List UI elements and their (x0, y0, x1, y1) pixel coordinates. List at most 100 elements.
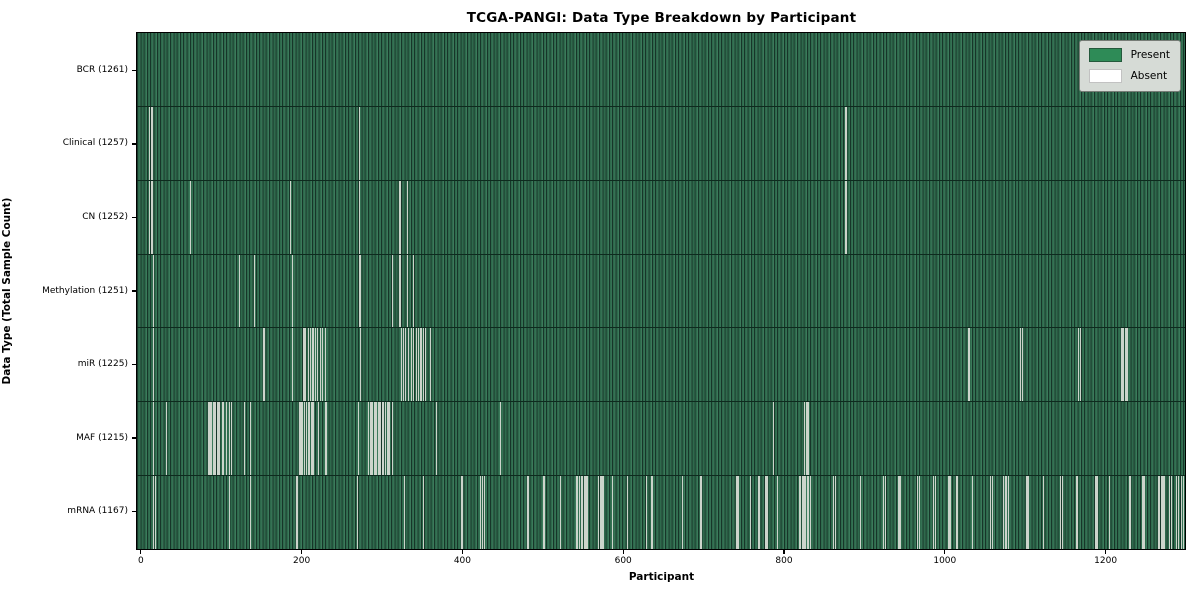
absent-mark (378, 402, 380, 476)
absent-mark (807, 402, 809, 476)
absent-mark (153, 254, 155, 328)
absent-mark (312, 402, 314, 476)
legend-swatch-present (1088, 48, 1122, 62)
absent-mark (408, 328, 410, 402)
absent-mark (627, 476, 629, 550)
absent-mark (500, 402, 502, 476)
absent-mark (956, 476, 958, 550)
absent-mark (585, 476, 587, 550)
absent-mark (1079, 328, 1081, 402)
absent-mark (1128, 476, 1130, 550)
y-tick-label: mRNA (1167) (67, 506, 128, 517)
absent-mark (149, 180, 151, 254)
x-tick-label: 0 (137, 556, 144, 566)
absent-mark (211, 402, 213, 476)
absent-mark (1060, 476, 1062, 550)
absent-mark (415, 328, 417, 402)
absent-mark (404, 476, 406, 550)
absent-mark (803, 476, 805, 550)
absent-mark (582, 476, 584, 550)
absent-mark (296, 476, 298, 550)
absent-mark (577, 476, 579, 550)
absent-mark (359, 254, 361, 328)
absent-mark (405, 328, 407, 402)
absent-mark (749, 476, 751, 550)
absent-mark (310, 402, 313, 476)
chart-title: TCGA-PANGI: Data Type Breakdown by Parti… (466, 10, 857, 26)
absent-mark (306, 402, 308, 476)
absent-mark (611, 476, 614, 550)
absent-mark (406, 254, 408, 328)
absent-mark (219, 402, 221, 476)
absent-mark (1077, 328, 1080, 402)
absent-mark (223, 402, 225, 476)
absent-mark (435, 402, 437, 476)
absent-mark (834, 476, 837, 550)
absent-mark (402, 328, 404, 402)
absent-mark (207, 402, 210, 476)
absent-mark (399, 254, 401, 328)
row-band-mir (137, 328, 1185, 403)
absent-mark (479, 476, 482, 550)
x-tick-label: 800 (775, 556, 793, 566)
absent-mark (359, 180, 361, 254)
absent-mark (949, 476, 952, 550)
absent-mark (916, 476, 919, 550)
row-band-bcr (137, 33, 1185, 107)
absent-mark (388, 402, 391, 476)
absent-mark (483, 476, 486, 550)
absent-mark (209, 402, 211, 476)
absent-mark (806, 476, 808, 550)
absent-mark (990, 476, 992, 550)
absent-mark (153, 328, 155, 402)
absent-mark (310, 328, 312, 402)
y-tick-mark (132, 290, 136, 292)
absent-mark (370, 402, 372, 476)
absent-mark (387, 402, 389, 476)
absent-mark (1160, 476, 1163, 550)
x-tick-label: 400 (453, 556, 471, 566)
x-axis-title: Participant (628, 571, 695, 583)
absent-mark (1127, 328, 1129, 402)
absent-mark (153, 402, 155, 476)
absent-mark (575, 476, 577, 550)
absent-mark (304, 328, 306, 402)
absent-mark (759, 476, 761, 550)
absent-mark (190, 180, 192, 254)
plot-area: Present Absent (136, 32, 1186, 550)
absent-mark (399, 180, 401, 254)
x-tick-mark (944, 550, 946, 554)
y-tick-mark (132, 143, 136, 145)
absent-mark (1076, 476, 1078, 550)
absent-mark (1159, 476, 1161, 550)
absent-mark (309, 402, 311, 476)
absent-mark (400, 180, 402, 254)
absent-mark (599, 476, 601, 550)
absent-mark (322, 328, 324, 402)
absent-mark (1042, 476, 1044, 550)
absent-mark (239, 254, 241, 328)
absent-mark (859, 476, 861, 550)
absent-mark (772, 402, 775, 476)
absent-mark (380, 402, 382, 476)
row-bands (137, 33, 1185, 550)
absent-mark (151, 180, 153, 254)
absent-mark (291, 328, 293, 402)
y-tick-label: miR (1225) (77, 359, 128, 370)
absent-mark (971, 476, 973, 550)
absent-mark (410, 328, 412, 402)
absent-mark (417, 328, 420, 402)
absent-mark (933, 476, 935, 550)
y-tick-mark (132, 69, 136, 71)
absent-mark (801, 476, 804, 550)
absent-mark (231, 402, 233, 476)
absent-mark (580, 476, 582, 550)
absent-mark (249, 476, 251, 550)
absent-mark (578, 476, 581, 550)
y-tick-mark (132, 216, 136, 219)
absent-mark (645, 476, 647, 550)
absent-mark (601, 476, 603, 550)
absent-mark (244, 402, 246, 476)
x-tick-mark (301, 550, 303, 554)
